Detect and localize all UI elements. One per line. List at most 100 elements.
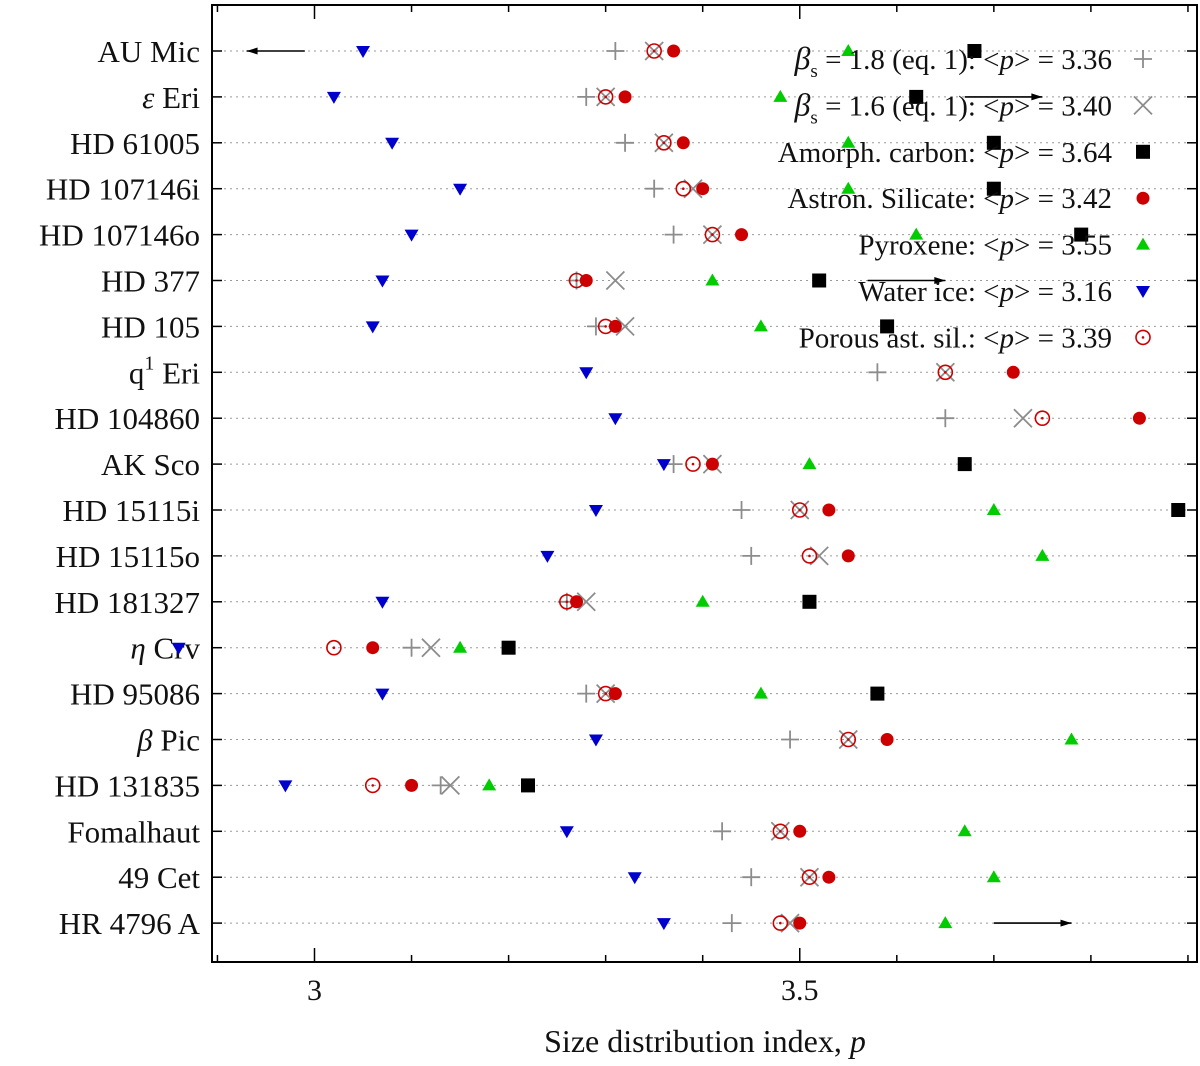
- label-name: Crv: [146, 631, 201, 666]
- point-circle-open: [597, 89, 614, 105]
- circle-mark: [880, 733, 894, 746]
- x-axis-label-variable: p: [848, 1023, 866, 1059]
- label-name: HD 15115i: [63, 493, 201, 528]
- point-square: [909, 89, 924, 104]
- square-mark: [501, 640, 516, 655]
- square-mark: [957, 457, 972, 472]
- point-triangle-down: [375, 688, 390, 701]
- triangle-up-mark: [753, 319, 768, 332]
- open-circle-mark: [326, 639, 342, 656]
- legend-mean-value: 3.64: [1061, 137, 1112, 169]
- legend-mean-var: p: [998, 276, 1015, 308]
- label-name: HD 377: [101, 264, 200, 299]
- point-triangle-up: [986, 503, 1001, 515]
- y-tick-label: HD 107146i: [46, 172, 201, 207]
- point-square: [986, 181, 1001, 196]
- point-circle-open: [772, 823, 789, 840]
- triangle-up-mark: [938, 916, 953, 929]
- triangle-down-mark: [375, 596, 390, 609]
- label-symbol: η: [130, 631, 145, 666]
- point-cross: [605, 270, 625, 291]
- point-square: [812, 273, 827, 288]
- point-triangle-down: [171, 642, 186, 655]
- circle-mark: [676, 136, 690, 150]
- triangle-down-mark: [627, 872, 642, 885]
- legend-mean-var: p: [998, 230, 1015, 262]
- point-cross: [421, 638, 441, 658]
- legend-mean-var: p: [998, 322, 1015, 354]
- point-triangle-up: [482, 778, 497, 791]
- point-plus: [868, 363, 887, 382]
- legend-mean-value: 3.40: [1061, 90, 1112, 122]
- label-prefix: q: [129, 355, 145, 390]
- y-tick-label: q1 Eri: [129, 352, 201, 390]
- point-triangle-down: [385, 137, 400, 150]
- open-circle-mark: [801, 548, 818, 564]
- legend-symbol: β: [793, 86, 810, 122]
- point-triangle-down: [326, 91, 341, 104]
- square-mark: [521, 778, 536, 793]
- cross-b: [1133, 95, 1153, 116]
- legend-label: Amorph. carbon: <p> = 3.64: [778, 137, 1113, 169]
- point-triangle-down: [608, 413, 623, 426]
- point-circle-open: [772, 915, 789, 931]
- point-triangle-up: [753, 686, 768, 699]
- point-triangle-up: [1035, 548, 1050, 561]
- circle-mark: [705, 457, 719, 471]
- legend-symbol: β: [793, 40, 810, 76]
- square-mark: [909, 89, 924, 104]
- point-plus: [402, 638, 421, 657]
- point-square: [870, 686, 885, 701]
- legend-name: = 1.6 (eq. 1): [818, 90, 968, 122]
- point-circle-open: [656, 135, 672, 151]
- point-triangle-up: [695, 594, 710, 607]
- point-triangle-down: [356, 46, 371, 58]
- label-superscript: 1: [144, 352, 154, 374]
- open-circle-mark: [937, 364, 954, 381]
- point-triangle-up: [957, 824, 972, 837]
- legend-mean-prefix: : <: [968, 183, 1000, 215]
- triangle-up-mark: [753, 686, 768, 699]
- point-triangle-up: [909, 227, 924, 240]
- limit-arrow-right: [964, 93, 1043, 101]
- y-tick-label: AU Mic: [98, 34, 200, 69]
- point-plus: [713, 822, 732, 841]
- point-plus: [936, 409, 955, 428]
- square-mark: [1074, 227, 1089, 242]
- point-triangle-up: [773, 89, 788, 102]
- triangle-down-mark: [365, 321, 380, 334]
- open-circle-mark: [597, 685, 614, 702]
- point-triangle-down: [453, 183, 468, 196]
- point-plus: [431, 776, 450, 795]
- point-plus: [645, 179, 664, 198]
- open-circle-dot: [604, 692, 607, 695]
- triangle-down-mark: [656, 459, 671, 472]
- y-tick-label: 49 Cet: [118, 860, 200, 895]
- open-circle-mark: [840, 731, 857, 748]
- square-mark: [802, 594, 817, 609]
- legend-mean-value: 3.55: [1061, 230, 1112, 262]
- circle-mark: [822, 870, 836, 884]
- open-circle-dot: [691, 462, 695, 466]
- open-circle-dot: [604, 95, 607, 99]
- point-circle-open: [326, 639, 342, 656]
- circle-mark: [822, 503, 836, 517]
- point-circle-open: [685, 456, 701, 472]
- triangle-down-mark: [540, 550, 555, 563]
- triangle-down-mark: [579, 367, 594, 380]
- legend-mean-var: p: [998, 44, 1015, 76]
- legend-label: Astron. Silicate: <p> = 3.42: [787, 183, 1112, 215]
- point-circle: [1132, 411, 1146, 425]
- triangle-up-mark: [1035, 548, 1050, 561]
- cross-b: [615, 316, 635, 337]
- point-square: [880, 319, 895, 334]
- label-name: HD 95086: [70, 677, 200, 712]
- label-name: Eri: [154, 355, 200, 390]
- point-triangle-up: [453, 640, 468, 653]
- y-tick-label: HD 181327: [54, 585, 200, 620]
- point-circle: [793, 916, 807, 930]
- x-axis-label-text: Size distribution index,: [544, 1023, 850, 1059]
- y-tick-label: η Crv: [130, 631, 200, 666]
- legend-mean-eq: > =: [1014, 276, 1061, 308]
